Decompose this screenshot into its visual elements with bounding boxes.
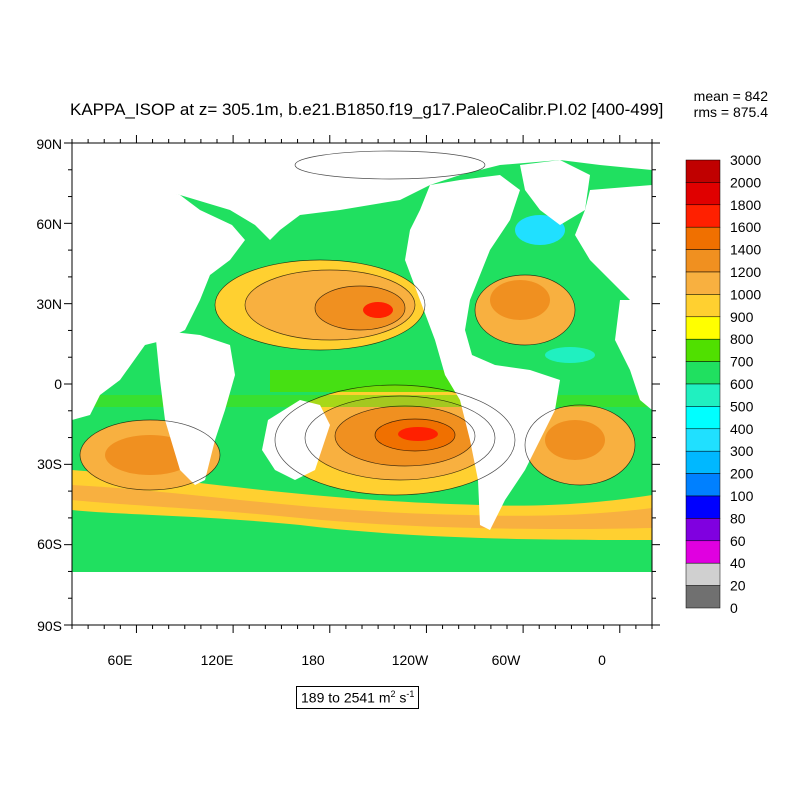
colorbar-swatch bbox=[685, 562, 721, 586]
south-pacific-max bbox=[398, 427, 438, 441]
range-sup-1: 2 bbox=[390, 689, 396, 699]
colorbar-swatch bbox=[685, 450, 721, 474]
colorbar-swatch bbox=[685, 271, 721, 295]
colorbar-label: 1200 bbox=[730, 264, 761, 280]
land-europe bbox=[575, 185, 652, 300]
land-africa-east bbox=[615, 300, 652, 410]
land-greenland bbox=[520, 160, 590, 225]
colorbar-swatch bbox=[685, 249, 721, 273]
colorbar-swatch bbox=[685, 316, 721, 340]
map-field bbox=[72, 143, 652, 625]
colorbar-label: 1800 bbox=[730, 197, 761, 213]
colorbar-swatch bbox=[685, 428, 721, 452]
colorbar-label: 100 bbox=[730, 488, 754, 504]
lon-label: 120W bbox=[392, 652, 429, 668]
north-pacific-max bbox=[363, 302, 393, 318]
land-australia bbox=[262, 400, 330, 480]
range-sup-2: -1 bbox=[406, 689, 415, 699]
colorbar-swatch bbox=[685, 204, 721, 228]
colorbar-swatch bbox=[685, 518, 721, 542]
colorbar-swatch bbox=[685, 383, 721, 407]
contour-lines bbox=[79, 150, 636, 496]
colorbar-label: 300 bbox=[730, 443, 754, 459]
colorbar-label: 60 bbox=[730, 533, 746, 549]
colorbar-label: 400 bbox=[730, 421, 754, 437]
axis-ticks bbox=[64, 135, 660, 633]
stats-block: mean = 842 rms = 875.4 bbox=[694, 88, 768, 120]
colorbar-swatch bbox=[685, 540, 721, 564]
range-text: 189 to 2541 m bbox=[301, 689, 391, 706]
colorbar-label: 500 bbox=[730, 398, 754, 414]
land-africa bbox=[155, 330, 235, 485]
colorbar-label: 0 bbox=[730, 600, 738, 616]
lon-labels: 60E 120E 180 120W 60W 0 bbox=[108, 652, 607, 668]
colorbar-swatch bbox=[685, 585, 721, 609]
colorbar-swatch bbox=[685, 406, 721, 430]
colorbar-swatch bbox=[685, 182, 721, 206]
lon-label: 0 bbox=[598, 652, 606, 668]
colorbar-label: 800 bbox=[730, 331, 754, 347]
rms-stat: rms = 875.4 bbox=[693, 104, 768, 120]
lon-label: 120E bbox=[201, 652, 234, 668]
antarctica-land bbox=[72, 572, 652, 625]
colorbar-label: 700 bbox=[730, 354, 754, 370]
lat-label: 30N bbox=[36, 296, 62, 312]
lon-label: 180 bbox=[301, 652, 325, 668]
colorbar-label: 1000 bbox=[730, 286, 761, 302]
range-mid: s bbox=[395, 689, 407, 706]
colorbar-swatch bbox=[685, 338, 721, 362]
lat-label: 60S bbox=[37, 536, 62, 552]
lat-label: 60N bbox=[36, 216, 62, 232]
colorbar-swatch bbox=[685, 294, 721, 318]
colorbar-label: 20 bbox=[730, 578, 746, 594]
lat-label: 90N bbox=[36, 136, 62, 152]
colorbar-swatch bbox=[685, 473, 721, 497]
colorbar-label: 1400 bbox=[730, 242, 761, 258]
lat-label: 30S bbox=[37, 456, 62, 472]
lon-label: 60W bbox=[492, 652, 522, 668]
colorbar-swatch bbox=[685, 159, 721, 183]
colorbar-swatch bbox=[685, 361, 721, 385]
colorbar-label: 600 bbox=[730, 376, 754, 392]
plot-title: KAPPA_ISOP at z= 305.1m, b.e21.B1850.f19… bbox=[70, 100, 664, 119]
colorbar: 3000200018001600140012001000900800700600… bbox=[685, 152, 761, 616]
lon-label: 60E bbox=[108, 652, 133, 668]
colorbar-label: 200 bbox=[730, 466, 754, 482]
colorbar-label: 40 bbox=[730, 555, 746, 571]
colorbar-label: 80 bbox=[730, 510, 746, 526]
colorbar-label: 1600 bbox=[730, 219, 761, 235]
colorbar-swatch bbox=[685, 495, 721, 519]
land-africa-west bbox=[72, 178, 245, 420]
lat-labels: 90N 60N 30N 0 30S 60S 90S bbox=[36, 136, 62, 634]
colorbar-label: 3000 bbox=[730, 152, 761, 168]
lat-label: 90S bbox=[37, 618, 62, 634]
colorbar-label: 900 bbox=[730, 309, 754, 325]
southern-band-orange bbox=[72, 485, 652, 529]
land-americas bbox=[405, 175, 560, 530]
colorbar-swatch bbox=[685, 226, 721, 250]
mean-stat: mean = 842 bbox=[693, 88, 768, 104]
range-label: 189 to 2541 m2 s-1 bbox=[296, 686, 420, 709]
land-eurasia bbox=[72, 147, 652, 240]
colorbar-label: 2000 bbox=[730, 174, 761, 190]
lat-label: 0 bbox=[54, 376, 62, 392]
